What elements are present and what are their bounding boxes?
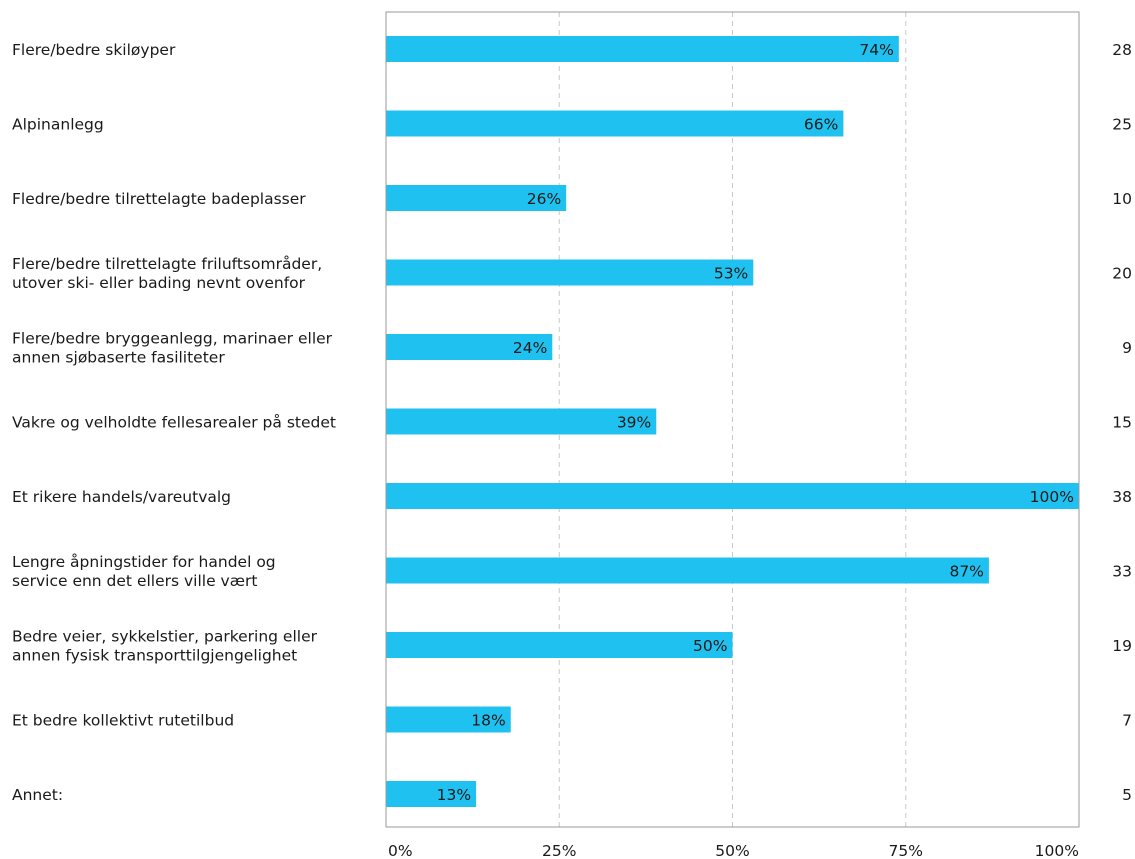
category-label-line: annen fysisk transporttilgjengelighet [12, 647, 297, 665]
bar-5 [386, 408, 657, 435]
count-label-3: 20 [1112, 265, 1132, 283]
bar-value-label-6: 100% [1030, 488, 1074, 506]
count-labels: 28 25 10 20 9 15 38 33 19 7 5 [1112, 41, 1132, 804]
category-label-line: Et rikere handels/vareutvalg [12, 488, 231, 506]
count-label-9: 7 [1122, 712, 1132, 730]
bar-value-label-5: 39% [617, 414, 651, 432]
bar-2 [386, 185, 567, 211]
category-label-0: Flere/bedre skiløyper [12, 41, 176, 59]
bar-value-label-9: 18% [471, 712, 505, 730]
x-tick-label-75: 75% [889, 842, 923, 859]
count-label-7: 33 [1112, 563, 1132, 581]
category-label-line: Flere/bedre bryggeanlegg, marinaer eller [12, 330, 333, 348]
category-label-1: Alpinanlegg [12, 116, 104, 134]
category-label-line: Et bedre kollektivt rutetilbud [12, 712, 234, 730]
bar-8 [386, 632, 733, 658]
bar-value-label-1: 66% [804, 116, 838, 134]
x-tick-label-50: 50% [715, 842, 749, 859]
x-tick-label-100: 100% [1035, 842, 1079, 859]
category-label-line: Flere/bedre tilrettelagte friluftsområde… [12, 255, 322, 273]
bar-value-label-10: 13% [437, 786, 471, 804]
category-label-line: Annet: [12, 786, 63, 804]
category-label-line: annen sjøbaserte fasiliteter [12, 349, 225, 367]
category-label-line: Lengre åpningstider for handel og [12, 553, 276, 571]
category-label-4: Flere/bedre bryggeanlegg, marinaer eller… [12, 330, 333, 367]
bars: 74% 66% 26% 53% 24% 39% 100% 87% 50% 18% 13% [386, 36, 1079, 807]
bar-1 [386, 110, 844, 137]
category-label-6: Et rikere handels/vareutvalg [12, 488, 231, 506]
x-axis-tick-labels: 0% 25% 50% 75% 100% [388, 842, 1079, 859]
category-label-5: Vakre og velholdte fellesarealer på sted… [12, 414, 336, 432]
bar-0 [386, 36, 899, 62]
category-label-line: service enn det ellers ville vært [12, 572, 257, 590]
bar-value-label-0: 74% [859, 41, 893, 59]
count-label-6: 38 [1112, 488, 1132, 506]
bar-value-label-7: 87% [949, 563, 983, 581]
bar-value-label-2: 26% [527, 190, 561, 208]
category-labels: Flere/bedre skiløyper Alpinanlegg Fledre/b… [12, 41, 336, 804]
bar-6 [386, 483, 1079, 509]
category-label-10: Annet: [12, 786, 63, 804]
category-label-9: Et bedre kollektivt rutetilbud [12, 712, 234, 730]
count-label-4: 9 [1122, 339, 1132, 357]
category-label-2: Fledre/bedre tilrettelagte badeplasser [12, 190, 306, 208]
bar-value-label-3: 53% [714, 265, 748, 283]
count-label-0: 28 [1112, 41, 1132, 59]
category-label-7: Lengre åpningstider for handel og service… [12, 553, 276, 590]
category-label-3: Flere/bedre tilrettelagte friluftsområde… [12, 255, 322, 292]
category-label-line: Fledre/bedre tilrettelagte badeplasser [12, 190, 306, 208]
bar-value-label-8: 50% [693, 637, 727, 655]
category-label-line: Bedre veier, sykkelstier, parkering elle… [12, 628, 318, 646]
plot-frame [385, 11, 1080, 828]
count-label-10: 5 [1122, 786, 1132, 804]
bar-7 [386, 557, 989, 584]
category-label-8: Bedre veier, sykkelstier, parkering elle… [12, 628, 318, 665]
category-label-line: Alpinanlegg [12, 116, 104, 134]
bar-value-label-4: 24% [513, 339, 547, 357]
category-label-line: Flere/bedre skiløyper [12, 41, 176, 59]
bar-9 [386, 706, 511, 733]
category-label-line: utover ski- eller bading nevnt ovenfor [12, 274, 306, 292]
count-label-2: 10 [1112, 190, 1132, 208]
count-label-5: 15 [1112, 414, 1132, 432]
x-tick-label-25: 25% [542, 842, 576, 859]
bar-4 [386, 334, 553, 360]
x-tick-label-0: 0% [388, 842, 413, 859]
category-label-line: Vakre og velholdte fellesarealer på sted… [12, 414, 336, 432]
bar-10 [386, 781, 477, 807]
bar-3 [386, 259, 754, 286]
count-label-8: 19 [1112, 637, 1132, 655]
count-label-1: 25 [1112, 116, 1132, 134]
